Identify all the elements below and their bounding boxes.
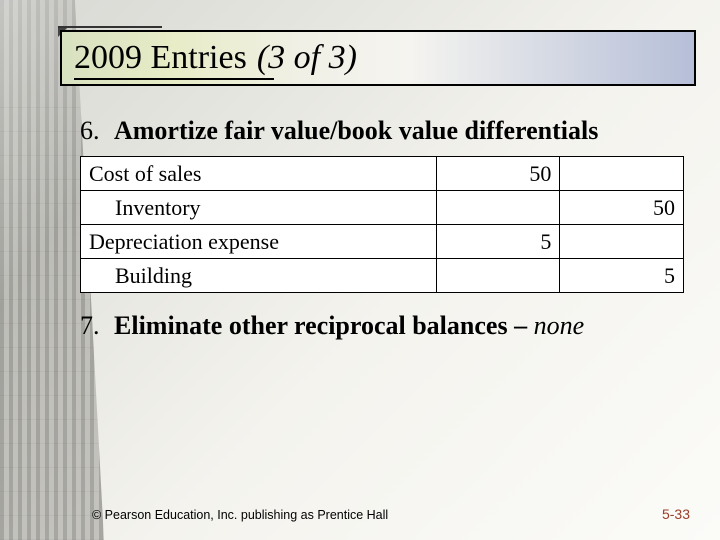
account-cell: Inventory bbox=[81, 191, 437, 225]
table-row: Inventory 50 bbox=[81, 191, 684, 225]
list-item: 6. Amortize fair value/book value differ… bbox=[80, 116, 684, 146]
credit-cell: 5 bbox=[560, 259, 684, 293]
table-row: Cost of sales50 bbox=[81, 157, 684, 191]
page-number: 5-33 bbox=[662, 506, 690, 522]
title-sub: (3 of 3) bbox=[257, 39, 357, 77]
item-number: 7. bbox=[80, 311, 114, 341]
debit-cell: 50 bbox=[436, 157, 560, 191]
table-row: Building 5 bbox=[81, 259, 684, 293]
table-row: Depreciation expense5 bbox=[81, 225, 684, 259]
credit-cell bbox=[560, 225, 684, 259]
footer-copyright: © Pearson Education, Inc. publishing as … bbox=[92, 508, 388, 522]
debit-cell: 5 bbox=[436, 225, 560, 259]
item-text-bold: Eliminate other reciprocal balances – bbox=[114, 311, 534, 340]
item-number: 6. bbox=[80, 116, 114, 146]
credit-cell: 50 bbox=[560, 191, 684, 225]
title-underline bbox=[74, 78, 274, 80]
title-bar: 2009 Entries (3 of 3) bbox=[60, 30, 696, 94]
debit-cell bbox=[436, 259, 560, 293]
title-box: 2009 Entries (3 of 3) bbox=[60, 30, 696, 86]
slide: 2009 Entries (3 of 3) 6. Amortize fair v… bbox=[0, 0, 720, 540]
item-text: Eliminate other reciprocal balances – no… bbox=[114, 311, 584, 341]
title-main: 2009 Entries bbox=[74, 39, 247, 77]
account-cell: Building bbox=[81, 259, 437, 293]
debit-cell bbox=[436, 191, 560, 225]
credit-cell bbox=[560, 157, 684, 191]
item-text-bold: Amortize fair value/book value different… bbox=[114, 116, 598, 145]
account-cell: Depreciation expense bbox=[81, 225, 437, 259]
item-text: Amortize fair value/book value different… bbox=[114, 116, 598, 146]
slide-body: 6. Amortize fair value/book value differ… bbox=[80, 116, 684, 351]
item-text-italic: none bbox=[534, 311, 585, 340]
account-cell: Cost of sales bbox=[81, 157, 437, 191]
journal-entry-table: Cost of sales50Inventory50Depreciation e… bbox=[80, 156, 684, 293]
list-item: 7. Eliminate other reciprocal balances –… bbox=[80, 311, 684, 341]
